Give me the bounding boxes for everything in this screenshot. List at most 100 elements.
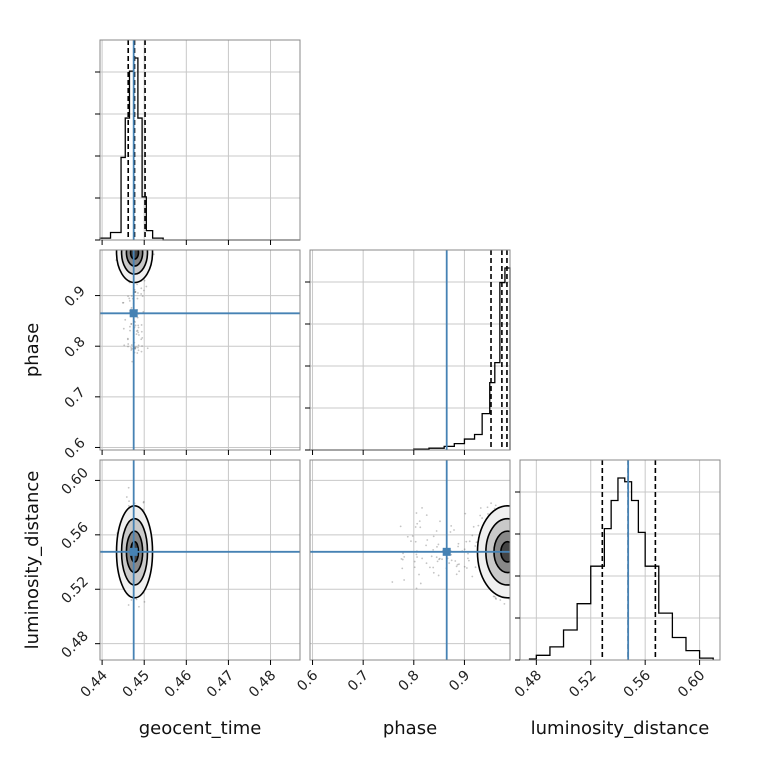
hist-panel-geocent-time: [95, 39, 301, 245]
scatter-point: [128, 500, 130, 502]
scatter-point: [403, 579, 406, 581]
scatter-point: [441, 558, 443, 561]
scatter-point: [123, 344, 126, 347]
panel-background: [310, 460, 510, 660]
scatter-point: [421, 557, 424, 560]
scatter-point: [136, 329, 139, 332]
scatter-point: [130, 344, 133, 346]
scatter-point: [400, 557, 403, 560]
scatter-point: [134, 347, 137, 350]
scatter-point: [138, 605, 140, 608]
scatter-point: [416, 556, 418, 558]
scatter-point: [486, 506, 489, 509]
scatter-point: [439, 520, 441, 523]
scatter-point: [419, 526, 422, 529]
scatter-point: [126, 338, 129, 341]
scatter-point: [468, 540, 471, 543]
scatter-point: [137, 346, 139, 349]
scatter-point: [130, 346, 133, 349]
scatter-point: [130, 323, 133, 325]
scatter-point: [122, 301, 125, 304]
scatter-point: [143, 279, 146, 282]
scatter-point: [481, 517, 484, 519]
scatter-point: [471, 575, 474, 578]
scatter-point: [134, 321, 136, 323]
scatter-point: [471, 534, 474, 537]
scatter-point: [415, 553, 418, 556]
scatter-point: [414, 540, 417, 543]
scatter-point: [134, 291, 137, 293]
scatter-point: [457, 545, 460, 548]
scatter-point: [137, 326, 140, 329]
truth-marker: [129, 547, 138, 556]
y-axis-label-luminosity-distance: luminosity_distance: [22, 471, 43, 650]
scatter-point: [465, 567, 468, 569]
scatter-point: [432, 566, 435, 569]
scatter-point: [130, 306, 133, 309]
scatter-point: [140, 330, 143, 333]
scatter-point: [129, 329, 131, 332]
scatter-point: [474, 566, 477, 569]
scatter-point: [477, 524, 480, 527]
scatter-point: [146, 347, 149, 350]
histogram-line: [528, 477, 714, 660]
scatter-point: [492, 595, 495, 598]
scatter-point: [134, 347, 137, 349]
panel-frame: [99, 249, 301, 451]
scatter-point: [456, 563, 459, 566]
scatter-point: [487, 513, 489, 515]
panel-frame: [519, 459, 721, 661]
scatter-point: [463, 548, 466, 551]
scatter-point: [391, 581, 394, 583]
scatter-point: [137, 292, 139, 294]
scatter-point: [141, 295, 144, 298]
scatter-point: [140, 287, 143, 290]
panel-content: [100, 460, 300, 660]
x-axis-label-geocent-time: geocent_time: [139, 718, 262, 739]
scatter-point: [468, 559, 470, 562]
scatter-point: [126, 337, 129, 340]
scatter-point: [121, 301, 124, 304]
scatter-point: [406, 535, 409, 538]
scatter-point: [494, 504, 497, 507]
scatter-point: [467, 557, 469, 560]
scatter-point: [137, 349, 140, 352]
scatter-point: [432, 571, 435, 574]
y-axis-label-phase: phase: [22, 323, 43, 377]
scatter-point: [399, 525, 402, 528]
panel-background: [100, 40, 300, 240]
scatter-point: [415, 512, 418, 514]
scatter-point: [125, 496, 128, 498]
scatter-point: [432, 548, 435, 551]
scatter-point: [134, 324, 137, 327]
scatter-point: [127, 345, 129, 348]
scatter-point: [401, 567, 404, 570]
scatter-point: [479, 507, 482, 509]
scatter-point: [435, 530, 438, 532]
scatter-point: [457, 542, 460, 545]
scatter-point: [454, 560, 457, 562]
scatter-point: [432, 535, 435, 538]
scatter-point: [152, 253, 155, 256]
scatter-point: [142, 289, 145, 292]
scatter-point: [137, 324, 140, 327]
scatter-point: [493, 595, 496, 598]
scatter-point: [499, 599, 502, 601]
scatter-point: [124, 318, 127, 321]
scatter-point: [128, 297, 131, 300]
scatter-point: [140, 338, 143, 341]
panel-frame: [309, 249, 511, 451]
scatter-point: [140, 293, 143, 295]
hist-panel-luminosity-distance: 0.48 0.52 0.56 0.60: [512, 459, 721, 701]
scatter-point: [503, 603, 506, 605]
scatter-point: [429, 566, 431, 569]
scatter-point: [464, 512, 467, 515]
scatter-point: [437, 574, 440, 577]
panel-frame: [99, 459, 301, 661]
scatter-point: [416, 522, 419, 525]
scatter-point: [127, 604, 130, 606]
scatter-point: [127, 505, 130, 507]
scatter-point: [142, 501, 145, 504]
scatter-point: [455, 573, 458, 576]
